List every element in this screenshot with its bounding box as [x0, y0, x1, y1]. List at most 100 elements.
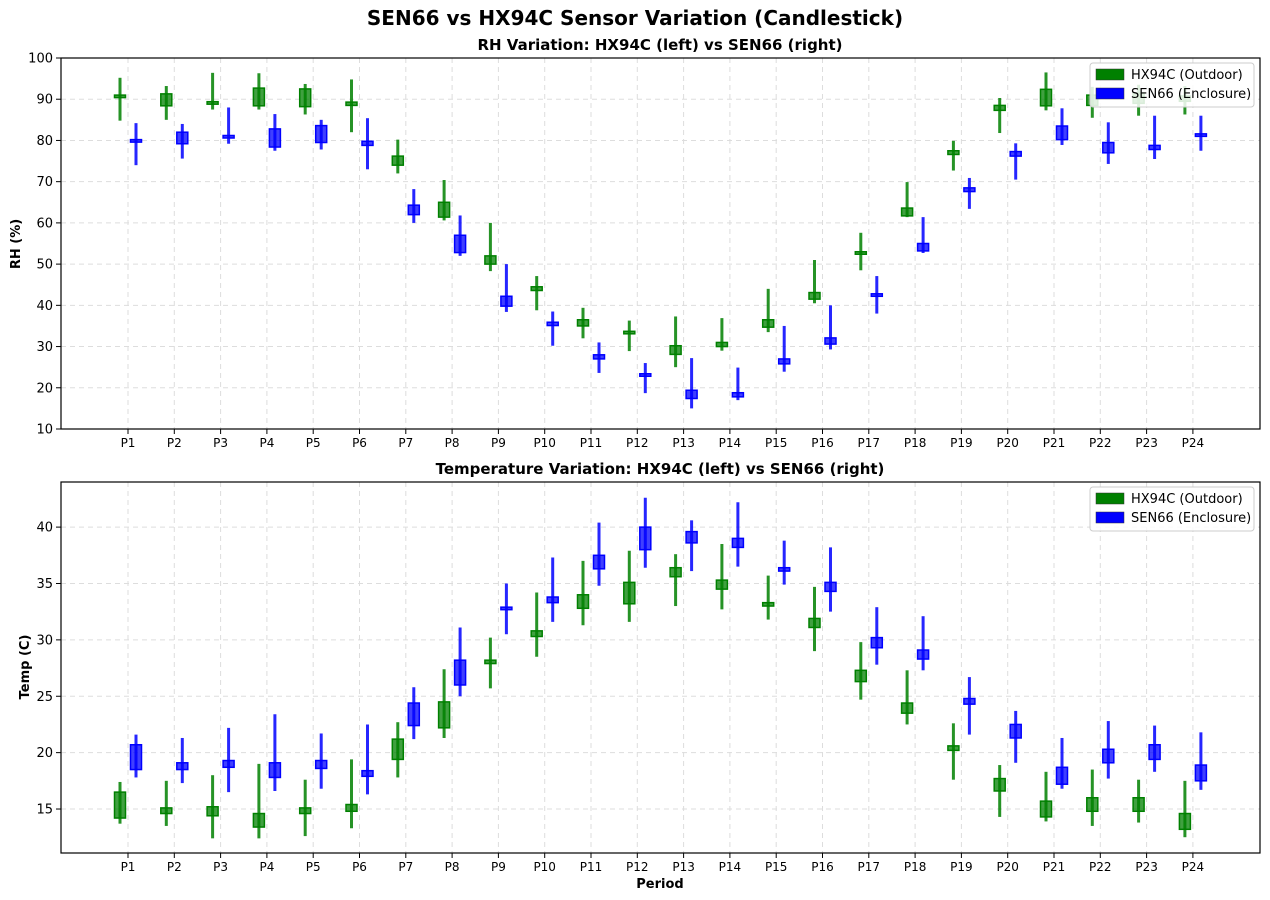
rh-hx94c-candle-body [206, 100, 219, 105]
temp-x-tick-label: P9 [491, 860, 506, 874]
rh-sen66-candle-body [685, 389, 698, 400]
rh-x-tick-label: P17 [858, 436, 881, 450]
rh-sen66-candle-body [592, 354, 606, 360]
rh-x-tick-label: P4 [259, 436, 274, 450]
rh-y-tick-label: 10 [36, 423, 53, 438]
rh-x-tick-label: P20 [996, 436, 1019, 450]
rh-y-tick-label: 70 [36, 175, 53, 190]
temp-hx94c-candle-body [1086, 796, 1099, 813]
temp-y-tick-label: 15 [36, 803, 53, 818]
rh-x-tick-label: P1 [121, 436, 136, 450]
temp-hx94c-candle-body [530, 630, 543, 638]
rh-hx94c-candle-body [947, 150, 960, 156]
rh-x-tick-label: P16 [811, 436, 834, 450]
temp-sen66-candle-body [1194, 764, 1208, 782]
rh-legend-frame [1089, 62, 1255, 108]
rh-hx94c-candle-body [576, 319, 590, 327]
rh-x-tick-label: P24 [1182, 436, 1205, 450]
rh-sen66-candle-body [916, 242, 930, 252]
rh-x-tick-label: P18 [904, 436, 927, 450]
rh-x-tick-label: P9 [491, 436, 506, 450]
temp-x-tick-label: P6 [352, 860, 367, 874]
temp-hx94c-candle-body [113, 791, 127, 819]
rh-x-tick-label: P13 [672, 436, 695, 450]
temp-hx94c-candle-body [993, 777, 1006, 792]
rh-sen66-candle-body [500, 295, 513, 307]
temp-x-tick-label: P20 [996, 860, 1019, 874]
rh-hx94c-candle-body [252, 87, 266, 107]
rh-y-axis-label: RH (%) [9, 219, 24, 269]
rh-sen66-candle-body [870, 293, 884, 298]
temp-hx94c-candle-body [437, 701, 451, 729]
temp-x-tick-label: P14 [719, 860, 742, 874]
rh-x-tick-label: P7 [398, 436, 413, 450]
temp-hx94c-candle-body [484, 659, 497, 665]
rh-hx94c-candle-body [715, 341, 729, 348]
temp-sen66-candle-body [500, 606, 513, 611]
temp-x-tick-label: P8 [445, 860, 460, 874]
temp-sen66-candle-body [1148, 743, 1161, 761]
temp-hx94c-candle-body [345, 803, 358, 813]
temp-y-tick-label: 20 [36, 746, 53, 761]
temp-hx94c-candle-body [160, 807, 173, 815]
rh-chart-title: RH Variation: HX94C (left) vs SEN66 (rig… [477, 36, 842, 54]
rh-hx94c-candle-body [437, 201, 451, 218]
temp-x-axis-label: Period [636, 877, 683, 892]
temp-x-tick-label: P1 [121, 860, 136, 874]
rh-x-tick-label: P14 [719, 436, 742, 450]
temp-x-tick-label: P13 [672, 860, 695, 874]
rh-x-tick-label: P21 [1043, 436, 1066, 450]
rh-sen66-candle-body [639, 373, 652, 378]
temp-sen66-candle-body [963, 697, 976, 705]
temp-hx94c-candle-body [576, 594, 590, 610]
rh-legend-swatch-sen66 [1095, 87, 1125, 100]
rh-sen66-candle-body [314, 124, 328, 144]
rh-sen66-candle-body [361, 140, 374, 147]
rh-hx94c-candle-body [391, 155, 405, 166]
rh-sen66-candle-body [176, 131, 189, 145]
temp-y-axis-label: Temp (C) [18, 635, 33, 700]
rh-sen66-candle-body [777, 358, 791, 365]
temp-y-tick-label: 40 [36, 521, 53, 536]
temp-sen66-candle-body [1102, 748, 1115, 764]
rh-plot: 10 20 30 40 50 60 70 80 90 100 P1 P2 P3 P4 P5 P6 P7 P8 P9 P… [28, 52, 1261, 450]
temp-panel: Temperature Variation: HX94C (left) vs S… [18, 460, 1261, 892]
rh-legend-label-sen66: SEN66 (Enclosure) [1131, 87, 1251, 102]
temp-sen66-candle-body [639, 526, 652, 551]
temp-hx94c-candle-body [761, 601, 775, 607]
temp-sen66-candle-body [268, 762, 282, 779]
rh-x-tick-label: P22 [1089, 436, 1112, 450]
rh-hx94c-candle-body [530, 286, 543, 292]
rh-y-tick-label: 50 [36, 258, 53, 273]
temp-sen66-candle-body [870, 636, 884, 649]
rh-sen66-candle-body [1194, 133, 1208, 138]
temp-legend: HX94C (Outdoor) SEN66 (Enclosure) [1089, 486, 1255, 532]
temp-sen66-candle-body [1055, 766, 1069, 785]
temp-hx94c-candle-body [669, 566, 682, 578]
rh-hx94c-candle-body [1039, 88, 1053, 107]
rh-sen66-candle-body [546, 321, 559, 327]
rh-x-tick-label: P3 [213, 436, 228, 450]
temp-sen66-candle-body [916, 649, 930, 660]
rh-hx94c-candle-body [993, 104, 1006, 112]
temp-sen66-candle-body [1009, 723, 1022, 739]
temp-x-tick-label: P12 [626, 860, 649, 874]
rh-sen66-candle-body [963, 187, 976, 193]
temp-hx94c-candle-body [900, 702, 914, 714]
temp-sen66-candle-body [546, 596, 559, 604]
temp-legend-swatch-sen66 [1095, 511, 1125, 524]
temp-hx94c-candle-body [808, 617, 821, 629]
temp-legend-label-hx94c: HX94C (Outdoor) [1131, 492, 1243, 507]
temp-y-tick-label: 25 [36, 690, 53, 705]
rh-x-tick-label: P15 [765, 436, 788, 450]
rh-y-tick-label: 80 [36, 134, 53, 149]
temp-hx94c-candle-body [252, 812, 266, 828]
temp-hx94c-candle-body [1039, 800, 1053, 818]
temp-sen66-candle-body [824, 581, 837, 593]
temp-sen66-candle-body [453, 659, 467, 686]
rh-sen66-candle-body [1148, 144, 1161, 151]
rh-panel: RH Variation: HX94C (left) vs SEN66 (rig… [9, 36, 1261, 450]
rh-hx94c-candle-body [298, 88, 312, 108]
rh-legend: HX94C (Outdoor) SEN66 (Enclosure) [1089, 62, 1255, 108]
rh-hx94c-candle-body [761, 319, 775, 328]
